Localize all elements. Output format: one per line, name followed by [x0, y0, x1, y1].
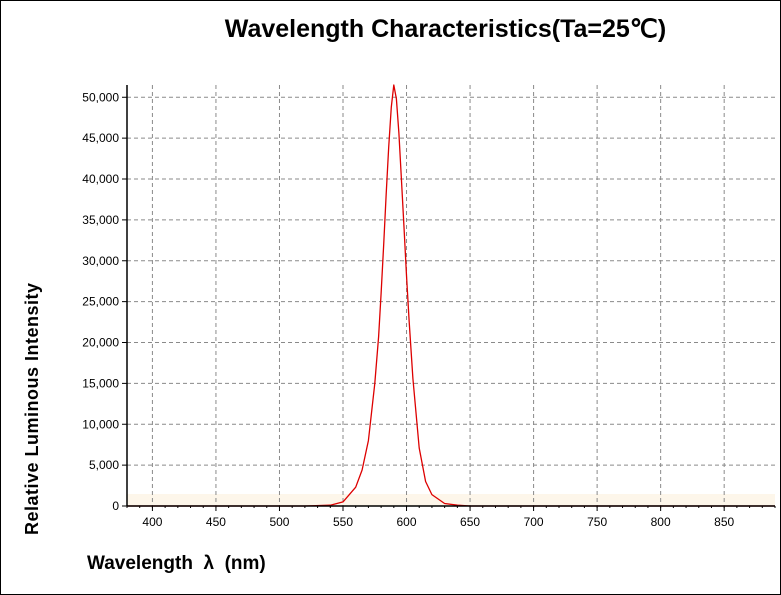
x-tick-label: 500: [269, 515, 289, 529]
y-tick-label: 25,000: [82, 295, 119, 309]
x-tick-label: 450: [206, 515, 226, 529]
x-tick-label: 600: [397, 515, 417, 529]
y-tick-label: 10,000: [82, 417, 119, 431]
y-tick-label: 0: [112, 499, 119, 513]
y-tick-label: 5,000: [89, 458, 119, 472]
x-tick-label: 650: [460, 515, 480, 529]
x-tick-label: 550: [333, 515, 353, 529]
x-ticks: 400 450 500 550 600 650 700 750 800 850: [126, 506, 776, 529]
x-axis-label: Wavelength λ (nm): [87, 553, 266, 574]
y-tick-label: 30,000: [82, 254, 119, 268]
y-tick-label: 40,000: [82, 172, 119, 186]
y-tick-label: 45,000: [82, 131, 119, 145]
x-tick-label: 700: [524, 515, 544, 529]
y-ticks: 0 5,000 10,000 15,000 20,000 25,000 30,000 35,0…: [82, 90, 127, 513]
y-tick-label: 50,000: [82, 90, 119, 104]
x-tick-label: 850: [714, 515, 734, 529]
y-tick-label: 20,000: [82, 336, 119, 350]
y-tick-label: 15,000: [82, 376, 119, 390]
x-tick-label: 400: [142, 515, 162, 529]
series-group: [127, 84, 775, 507]
baseline-band: [127, 494, 775, 506]
grid-lines: [127, 85, 775, 506]
spectrum-line: [127, 84, 775, 507]
x-tick-label: 750: [587, 515, 607, 529]
x-tick-label: 800: [651, 515, 671, 529]
y-tick-label: 35,000: [82, 213, 119, 227]
plot-area-background: [127, 85, 775, 506]
chart-title: Wavelength Characteristics(Ta=25℃): [224, 15, 667, 43]
